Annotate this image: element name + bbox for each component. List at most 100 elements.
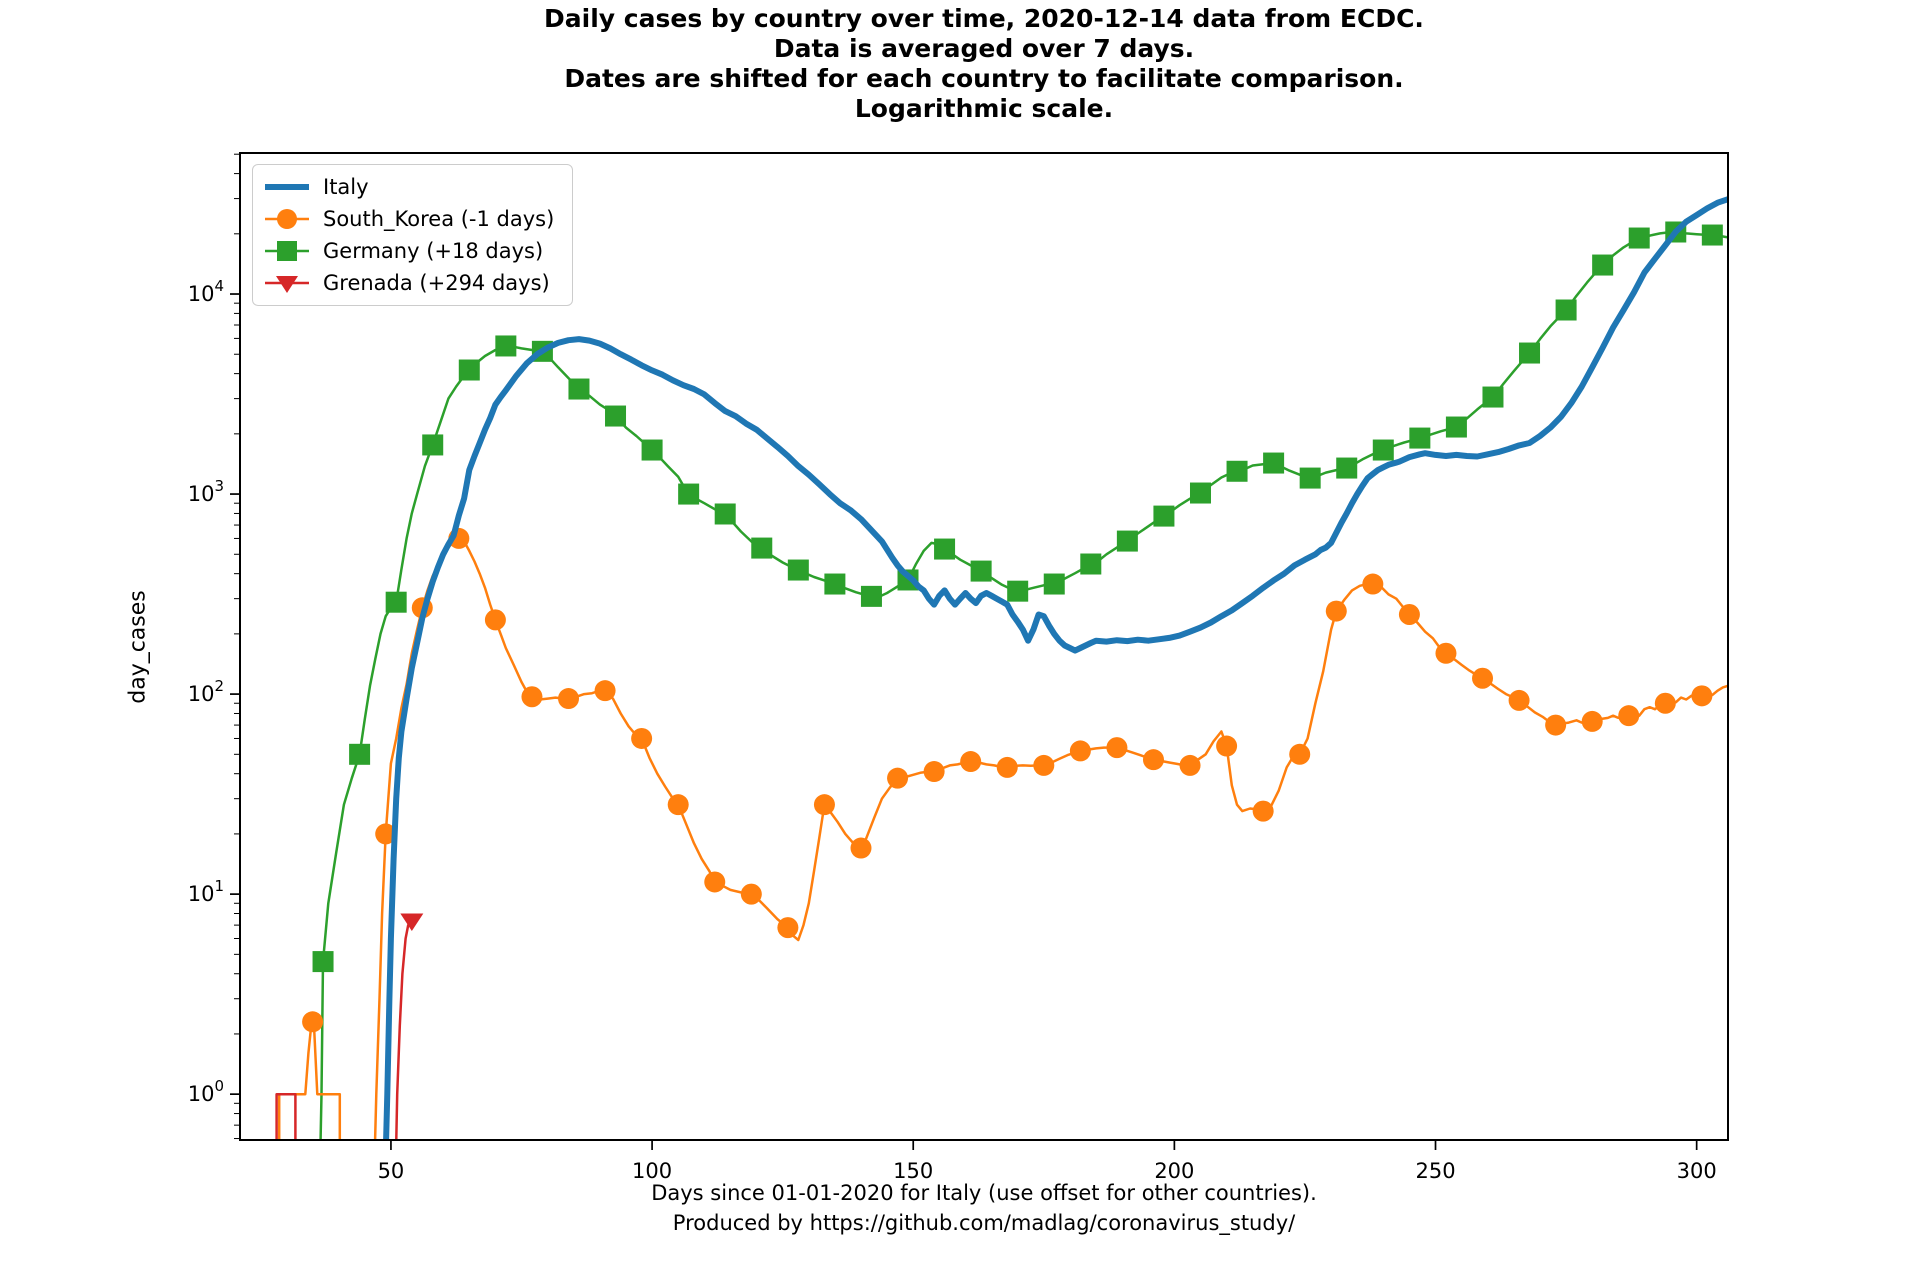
legend-label-south-korea-1-days: South_Korea (-1 days)	[323, 207, 555, 231]
x-tick-label: 150	[893, 1159, 933, 1183]
chart-title-line-4: Logarithmic scale.	[854, 94, 1114, 123]
series-marker-south-korea-1-days	[1289, 743, 1311, 765]
series-marker-south-korea-1-days	[667, 794, 689, 816]
series-marker-south-korea-1-days	[777, 917, 799, 939]
legend-item-italy: Italy	[263, 171, 554, 203]
series-marker-germany-18-days	[1007, 580, 1029, 602]
chart-title: Daily cases by country over time, 2020-1…	[240, 4, 1728, 124]
series-marker-germany-18-days	[605, 405, 627, 427]
series-marker-south-korea-1-days	[484, 609, 506, 631]
series-line-grenada-294-days	[275, 1092, 297, 1140]
series-marker-germany-18-days	[1226, 460, 1248, 482]
series-marker-germany-18-days	[1116, 530, 1138, 552]
series-marker-germany-18-days	[1299, 467, 1321, 489]
y-tick-label: 102	[188, 677, 224, 706]
series-marker-south-korea-1-days	[996, 756, 1018, 778]
series-marker-south-korea-1-days	[1472, 667, 1494, 689]
legend-item-south-korea-1-days: South_Korea (-1 days)	[263, 203, 554, 235]
series-marker-south-korea-1-days	[631, 727, 653, 749]
series-marker-south-korea-1-days	[1106, 737, 1128, 759]
series-grenada-294-days	[275, 913, 424, 1140]
plot-data-group	[275, 196, 1728, 1140]
x-axis-label-line-1: Days since 01-01-2020 for Italy (use off…	[651, 1181, 1317, 1205]
x-tick-label: 50	[378, 1159, 405, 1183]
series-marker-south-korea-1-days	[521, 686, 543, 708]
x-tick-label: 200	[1154, 1159, 1194, 1183]
y-tick-label: 103	[188, 477, 224, 506]
series-marker-germany-18-days	[1336, 457, 1358, 479]
series-marker-germany-18-days	[860, 585, 882, 607]
series-marker-germany-18-days	[970, 560, 992, 582]
series-marker-germany-18-days	[1263, 452, 1285, 474]
series-marker-south-korea-1-days	[1069, 740, 1091, 762]
series-italy	[383, 196, 1728, 1140]
series-marker-germany-18-days	[1043, 573, 1065, 595]
y-tick-label: 100	[188, 1077, 224, 1106]
series-marker-germany-18-days	[641, 439, 663, 461]
axes-spines	[239, 152, 1729, 1141]
series-marker-south-korea-1-days	[1362, 573, 1384, 595]
series-marker-south-korea-1-days	[1325, 600, 1347, 622]
series-marker-germany-18-days	[714, 503, 736, 525]
chart-title-line-2: Data is averaged over 7 days.	[773, 34, 1195, 63]
legend-swatch-south-korea-1-days	[265, 209, 309, 229]
series-marker-germany-18-days	[751, 537, 773, 559]
series-marker-grenada-294-days	[400, 913, 424, 931]
series-marker-south-korea-1-days	[375, 823, 397, 845]
series-marker-germany-18-days	[787, 559, 809, 581]
legend-item-grenada-294-days: Grenada (+294 days)	[263, 267, 554, 299]
series-marker-germany-18-days	[312, 951, 334, 973]
series-marker-germany-18-days	[1445, 416, 1467, 438]
legend-swatch-germany-18-days	[265, 241, 309, 261]
series-marker-south-korea-1-days	[813, 794, 835, 816]
series-line-south-korea-1-days	[277, 1020, 342, 1140]
series-marker-south-korea-1-days	[704, 871, 726, 893]
series-marker-germany-18-days	[458, 359, 480, 381]
series-marker-germany-18-days	[824, 573, 846, 595]
series-marker-south-korea-1-days	[302, 1011, 324, 1033]
y-axis-label: day_cases	[125, 590, 151, 704]
x-axis-label-line-2: Produced by https://github.com/madlag/co…	[672, 1211, 1296, 1235]
series-marker-germany-18-days	[1519, 342, 1541, 364]
series-marker-south-korea-1-days	[1581, 710, 1603, 732]
series-marker-germany-18-days	[1372, 439, 1394, 461]
series-marker-south-korea-1-days	[558, 688, 580, 710]
series-marker-south-korea-1-days	[960, 751, 982, 773]
series-marker-south-korea-1-days	[887, 767, 909, 789]
legend-swatch-italy	[265, 184, 309, 190]
series-marker-south-korea-1-days	[1691, 685, 1713, 707]
series-marker-south-korea-1-days	[1398, 603, 1420, 625]
chart-title-line-3: Dates are shifted for each country to fa…	[564, 64, 1404, 93]
series-marker-south-korea-1-days	[1618, 705, 1640, 727]
legend-label-italy: Italy	[323, 175, 369, 199]
series-marker-germany-18-days	[1189, 482, 1211, 504]
series-marker-south-korea-1-days	[923, 761, 945, 783]
series-marker-germany-18-days	[1153, 505, 1175, 527]
series-marker-south-korea-1-days	[850, 837, 872, 859]
series-marker-germany-18-days	[422, 434, 444, 456]
series-marker-germany-18-days	[678, 483, 700, 505]
series-marker-germany-18-days	[1701, 224, 1723, 246]
series-marker-germany-18-days	[1080, 553, 1102, 575]
legend-item-germany-18-days: Germany (+18 days)	[263, 235, 554, 267]
series-marker-south-korea-1-days	[1435, 642, 1457, 664]
y-tick-label: 101	[188, 877, 224, 906]
series-marker-south-korea-1-days	[1179, 754, 1201, 776]
chart-title-line-1: Daily cases by country over time, 2020-1…	[544, 4, 1424, 33]
series-marker-germany-18-days	[349, 743, 371, 765]
series-marker-south-korea-1-days	[1508, 689, 1530, 711]
series-marker-germany-18-days	[934, 538, 956, 560]
legend-label-grenada-294-days: Grenada (+294 days)	[323, 271, 550, 295]
series-marker-south-korea-1-days	[1142, 749, 1164, 771]
series-marker-south-korea-1-days	[1216, 735, 1238, 757]
axis-ticks	[230, 153, 1698, 1150]
legend-label-germany-18-days: Germany (+18 days)	[323, 239, 544, 263]
legend-swatch-grenada-294-days	[265, 276, 309, 293]
series-marker-south-korea-1-days	[1545, 714, 1567, 736]
series-marker-germany-18-days	[1592, 254, 1614, 276]
series-marker-germany-18-days	[385, 591, 407, 613]
series-marker-germany-18-days	[1409, 427, 1431, 449]
series-marker-south-korea-1-days	[740, 883, 762, 905]
series-marker-germany-18-days	[495, 335, 517, 357]
